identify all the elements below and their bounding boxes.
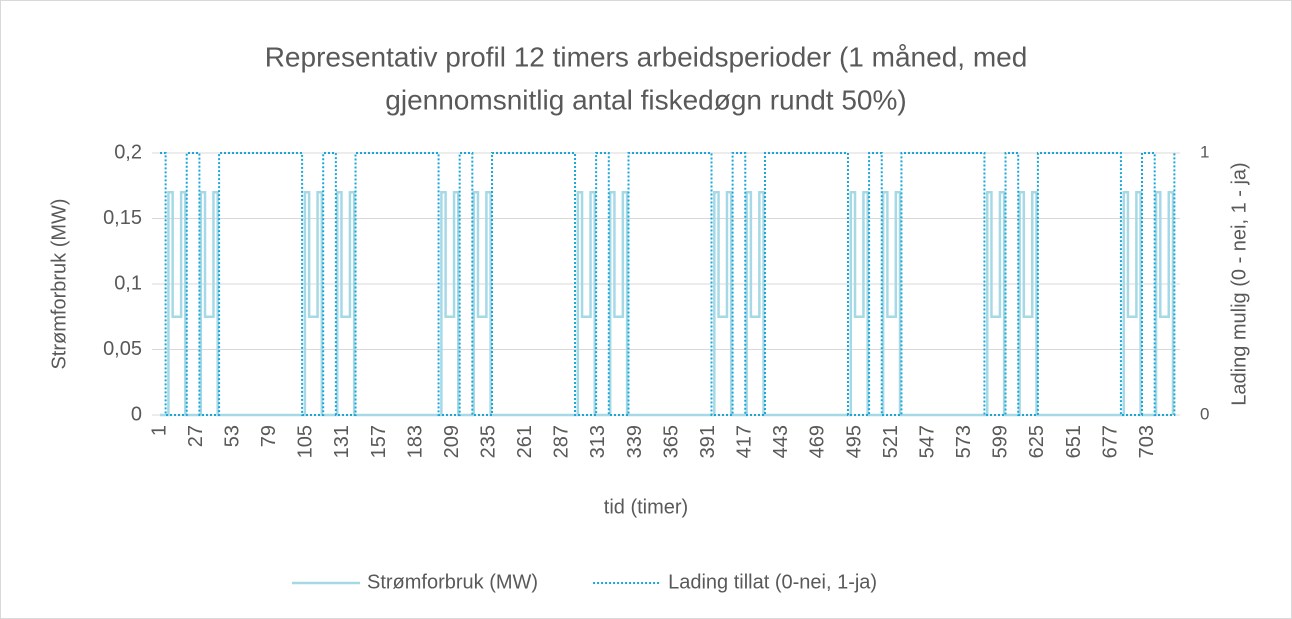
x-tick-label: 703 (1136, 425, 1158, 458)
x-tick-label: 157 (368, 425, 390, 458)
y-tick-label: 0,1 (114, 272, 142, 294)
x-tick-label: 417 (734, 425, 756, 458)
x-tick-label: 53 (221, 425, 243, 447)
x-tick-label: 261 (514, 425, 536, 458)
x-tick-label: 79 (258, 425, 280, 447)
chart-title: gjennomsnitlig antal fiskedøgn rundt 50%… (385, 84, 906, 115)
series-line (160, 152, 1176, 416)
x-tick-label: 1 (148, 425, 170, 436)
y-tick-label: 0,15 (103, 207, 142, 229)
x-tick-label: 287 (551, 425, 573, 458)
x-tick-label: 391 (697, 425, 719, 458)
x-tick-label: 365 (660, 425, 682, 458)
x-tick-label: 573 (953, 425, 975, 458)
x-tick-label: 469 (807, 425, 829, 458)
x-tick-label: 339 (624, 425, 646, 458)
x-tick-label: 235 (477, 425, 499, 458)
y2-axis-title: Lading mulig (0 - nei, 1 - ja) (1228, 162, 1250, 405)
x-tick-label: 677 (1099, 425, 1121, 458)
x-tick-label: 625 (1026, 425, 1048, 458)
x-tick-label: 547 (916, 425, 938, 458)
x-axis-title: tid (timer) (604, 496, 688, 518)
legend-label: Strømforbruk (MW) (367, 571, 538, 593)
x-tick-label: 495 (843, 425, 865, 458)
x-tick-label: 599 (990, 425, 1012, 458)
x-tick-label: 209 (441, 425, 463, 458)
y-tick-label: 0 (131, 403, 142, 425)
y-tick-label: 0,05 (103, 338, 142, 360)
chart-title: Representativ profil 12 timers arbeidspe… (265, 41, 1028, 72)
x-tick-label: 521 (880, 425, 902, 458)
x-tick-label: 105 (295, 425, 317, 458)
y-axis-title: Strømforbruk (MW) (48, 198, 70, 369)
x-tick-label: 183 (404, 425, 426, 458)
x-tick-label: 651 (1063, 425, 1085, 458)
x-tick-label: 131 (331, 425, 353, 458)
y2-tick-label: 0 (1200, 404, 1209, 423)
y-tick-label: 0,2 (114, 141, 142, 163)
y2-tick-label: 1 (1200, 142, 1209, 161)
x-tick-label: 443 (770, 425, 792, 458)
x-tick-label: 27 (185, 425, 207, 447)
legend-label: Lading tillat (0-nei, 1-ja) (668, 571, 877, 593)
x-tick-label: 313 (587, 425, 609, 458)
